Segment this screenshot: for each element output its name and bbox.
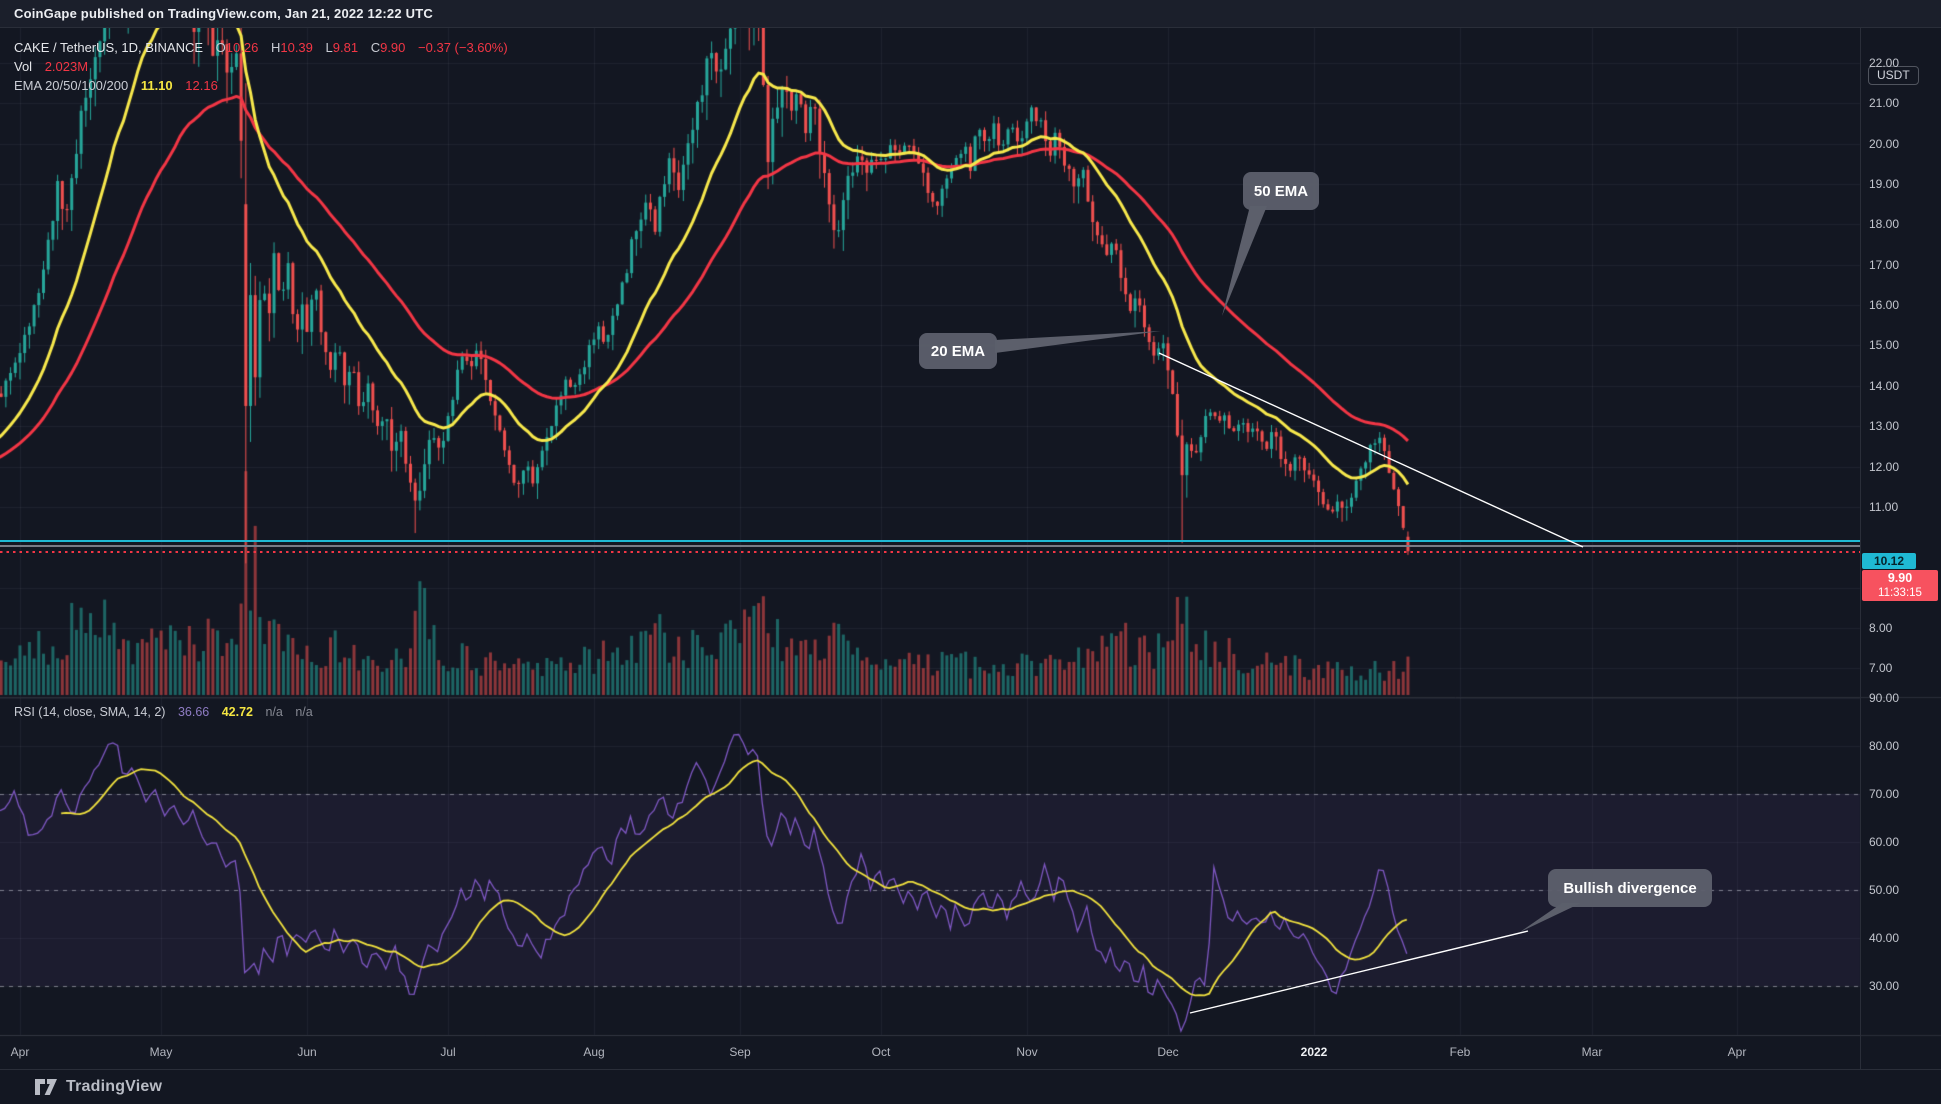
time-tick-label: May xyxy=(149,1045,173,1059)
time-tick-label: Mar xyxy=(1581,1045,1603,1059)
low-value: 9.81 xyxy=(332,40,359,55)
rsi-value: 36.66 xyxy=(177,705,210,719)
ema-row: EMA 20/50/100/200 11.10 12.16 xyxy=(14,76,508,95)
price-tick-label: 8.00 xyxy=(1869,620,1893,635)
gray-horizontal-line[interactable] xyxy=(0,545,1860,547)
close-value: 9.90 xyxy=(380,40,406,55)
close-label: C xyxy=(370,40,381,55)
high-label: H xyxy=(270,40,281,55)
ema50-value: 12.16 xyxy=(185,78,218,93)
rsi-sma-value: 42.72 xyxy=(221,705,253,719)
time-tick-label: Apr xyxy=(10,1045,30,1059)
price-scale[interactable]: USDT 10.12 9.90 11:33:15 22.00 21.00 20.00… xyxy=(1860,28,1941,1069)
rsi-tick-label: 80.00 xyxy=(1869,739,1900,753)
publish-header-text: CoinGape published on TradingView.com, J… xyxy=(14,6,433,21)
ema-label: EMA 20/50/100/200 xyxy=(14,78,129,93)
publish-header-bar: CoinGape published on TradingView.com, J… xyxy=(0,0,1941,28)
rsi-tick-label: 40.00 xyxy=(1869,931,1900,945)
rsi-legend: RSI (14, close, SMA, 14, 2) 36.66 42.72 … xyxy=(14,703,313,722)
time-tick-label: Jun xyxy=(297,1045,317,1059)
price-tick-label: 19.00 xyxy=(1869,177,1900,192)
time-tick-label: Feb xyxy=(1449,1045,1471,1059)
volume-label: Vol xyxy=(14,59,33,74)
tradingview-logo[interactable]: TradingView xyxy=(34,1077,162,1097)
support-horizontal-line[interactable] xyxy=(0,540,1860,542)
symbol-legend: CAKE / TetherUS, 1D, BINANCE O10.26 H10.… xyxy=(14,38,508,95)
time-scale[interactable]: Apr May Jun Jul Aug Sep Oct Nov Dec 2022 Feb Mar Apr xyxy=(0,1035,1860,1069)
callout-50-ema[interactable]: 50 EMA xyxy=(1243,172,1319,210)
last-price-dotted-line xyxy=(0,551,1860,553)
ema20-value: 11.10 xyxy=(140,78,173,93)
tradingview-logo-icon xyxy=(35,1079,57,1095)
time-tick-label: Nov xyxy=(1016,1045,1038,1059)
price-tick-label: 20.00 xyxy=(1869,136,1900,151)
last-price-badge: 9.90 11:33:15 xyxy=(1862,570,1938,601)
change-value: −0.37 (−3.60%) xyxy=(418,40,508,55)
high-value: 10.39 xyxy=(280,40,313,55)
support-price-badge: 10.12 xyxy=(1862,553,1916,569)
price-tick-label: 22.00 xyxy=(1869,56,1900,70)
open-label: O xyxy=(215,40,226,55)
price-tick-label: 13.00 xyxy=(1869,419,1900,434)
time-tick-label: Apr xyxy=(1727,1045,1747,1059)
time-tick-label: 2022 xyxy=(1300,1045,1328,1059)
time-tick-label: Jul xyxy=(440,1045,456,1059)
price-tick-label: 17.00 xyxy=(1869,257,1900,272)
footer-bar: TradingView xyxy=(0,1069,1941,1104)
symbol-title-row: CAKE / TetherUS, 1D, BINANCE O10.26 H10.… xyxy=(14,38,508,57)
open-value: 10.26 xyxy=(225,40,259,55)
price-tick-label: 15.00 xyxy=(1869,338,1900,353)
rsi-label: RSI (14, close, SMA, 14, 2) xyxy=(14,705,166,719)
rsi-tick-label: 70.00 xyxy=(1869,787,1900,801)
bar-countdown: 11:33:15 xyxy=(1878,587,1922,599)
volume-row: Vol 2.023M xyxy=(14,57,508,76)
rsi-tick-label: 50.00 xyxy=(1869,883,1900,897)
symbol-title: CAKE / TetherUS, 1D, BINANCE xyxy=(14,40,204,55)
rsi-tick-label: 60.00 xyxy=(1869,835,1900,849)
price-tick-label: 21.00 xyxy=(1869,96,1900,111)
low-label: L xyxy=(325,40,333,55)
time-tick-label: Sep xyxy=(729,1045,751,1059)
price-tick-label: 12.00 xyxy=(1869,459,1900,474)
callout-20-ema[interactable]: 20 EMA xyxy=(919,333,997,369)
price-tick-label: 16.00 xyxy=(1869,298,1900,313)
rsi-tick-label: 90.00 xyxy=(1869,691,1900,705)
time-tick-label: Dec xyxy=(1157,1045,1179,1059)
currency-unit-badge: USDT xyxy=(1868,66,1919,85)
time-tick-label: Oct xyxy=(871,1045,891,1059)
time-tick-label: Aug xyxy=(583,1045,605,1059)
callout-bullish-divergence[interactable]: Bullish divergence xyxy=(1548,869,1712,907)
price-tick-label: 7.00 xyxy=(1869,661,1893,676)
price-tick-label: 11.00 xyxy=(1869,499,1899,514)
price-tick-label: 14.00 xyxy=(1869,378,1900,393)
rsi-na2: n/a xyxy=(295,705,313,719)
last-price-value: 9.90 xyxy=(1887,571,1913,585)
tradingview-brand-text: TradingView xyxy=(66,1078,163,1095)
rsi-tick-label: 30.00 xyxy=(1869,979,1900,993)
price-tick-label: 18.00 xyxy=(1869,217,1900,232)
rsi-na1: n/a xyxy=(265,705,283,719)
volume-value: 2.023M xyxy=(44,59,89,74)
